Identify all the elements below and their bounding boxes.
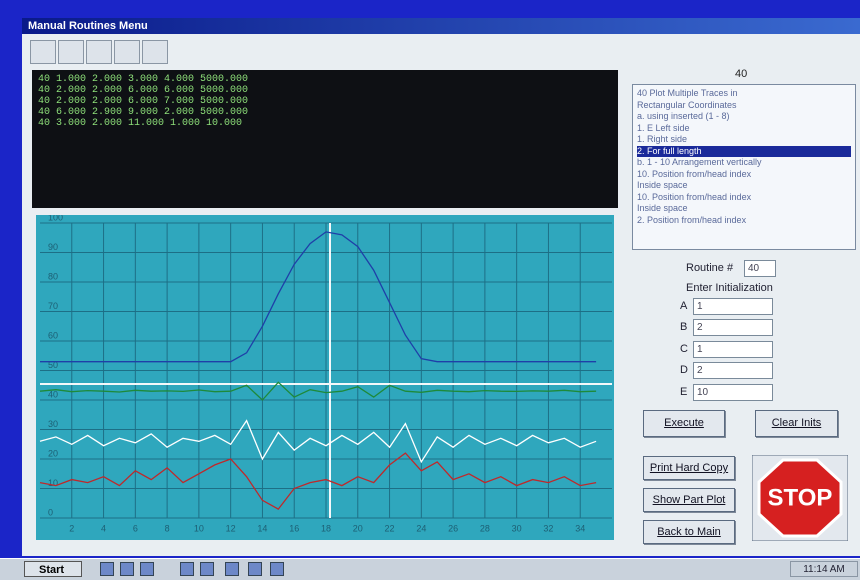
init-field[interactable]: 1 — [693, 298, 773, 315]
list-item[interactable]: Inside space — [637, 180, 851, 192]
start-button[interactable]: Start — [24, 561, 82, 577]
x-tick-label: 18 — [321, 523, 331, 533]
list-item[interactable]: 2. Position from/head index — [637, 215, 851, 227]
init-field[interactable]: 2 — [693, 362, 773, 379]
y-tick-label: 30 — [48, 419, 58, 429]
x-tick-label: 22 — [385, 523, 395, 533]
field-label: A — [680, 300, 687, 312]
x-tick-label: 16 — [289, 523, 299, 533]
taskbar-icon[interactable] — [180, 562, 194, 576]
console-line: 40 6.000 2.900 9.000 2.000 5000.000 — [38, 107, 612, 118]
y-tick-label: 0 — [48, 507, 53, 517]
list-item[interactable]: 40 Plot Multiple Traces in — [637, 88, 851, 100]
taskbar-icon[interactable] — [248, 562, 262, 576]
y-tick-label: 10 — [48, 478, 58, 488]
screen: Manual Routines Menu 40 1.000 2.000 3.00… — [0, 0, 860, 579]
x-tick-label: 4 — [101, 523, 106, 533]
x-tick-label: 12 — [226, 523, 236, 533]
init-heading: Enter Initialization — [686, 282, 773, 294]
x-tick-label: 32 — [543, 523, 553, 533]
clear-button[interactable]: Clear Inits — [755, 410, 838, 437]
routine-field[interactable]: 40 — [744, 260, 776, 277]
execute-button[interactable]: Execute — [643, 410, 725, 437]
console-line: 40 3.000 2.000 11.000 1.000 10.000 — [38, 118, 612, 129]
taskbar-icon[interactable] — [225, 562, 239, 576]
clock: 11:14 AM — [790, 561, 858, 577]
list-item[interactable]: 1. E Left side — [637, 123, 851, 135]
stop-label: STOP — [768, 484, 833, 511]
console-line: 40 2.000 2.000 6.000 6.000 5000.000 — [38, 85, 612, 96]
y-tick-label: 70 — [48, 301, 58, 311]
routine-label: Routine # — [686, 262, 733, 274]
x-tick-label: 6 — [133, 523, 138, 533]
x-tick-label: 24 — [416, 523, 426, 533]
taskbar-icon[interactable] — [140, 562, 154, 576]
init-field[interactable]: 2 — [693, 319, 773, 336]
init-field[interactable]: 10 — [693, 384, 773, 401]
x-tick-label: 20 — [353, 523, 363, 533]
toolbar — [30, 40, 170, 69]
taskbar-icon[interactable] — [100, 562, 114, 576]
show-button[interactable]: Show Part Plot — [643, 488, 735, 512]
field-label: B — [680, 321, 687, 333]
list-item[interactable]: a. using inserted (1 - 8) — [637, 111, 851, 123]
print-button[interactable] — [58, 40, 84, 64]
console-line: 40 2.000 2.000 6.000 7.000 5000.000 — [38, 96, 612, 107]
color-button[interactable] — [86, 40, 112, 64]
y-tick-label: 90 — [48, 242, 58, 252]
console-line: 40 1.000 2.000 3.000 4.000 5000.000 — [38, 74, 612, 85]
taskbar-icon[interactable] — [120, 562, 134, 576]
x-tick-label: 34 — [575, 523, 585, 533]
cut-button[interactable] — [114, 40, 140, 64]
list-item[interactable]: 10. Position from/head index — [637, 169, 851, 181]
x-tick-label: 8 — [165, 523, 170, 533]
print-button[interactable]: Print Hard Copy — [643, 456, 735, 480]
x-tick-label: 10 — [194, 523, 204, 533]
list-item[interactable]: b. 1 - 10 Arrangement vertically — [637, 157, 851, 169]
taskbar-icon[interactable] — [200, 562, 214, 576]
list-item[interactable]: 1. Right side — [637, 134, 851, 146]
y-tick-label: 20 — [48, 448, 58, 458]
field-label: E — [680, 386, 687, 398]
taskbar-icon[interactable] — [270, 562, 284, 576]
x-tick-label: 30 — [512, 523, 522, 533]
init-field[interactable]: 1 — [693, 341, 773, 358]
y-tick-label: 60 — [48, 330, 58, 340]
x-tick-label: 26 — [448, 523, 458, 533]
x-tick-label: 28 — [480, 523, 490, 533]
help-button[interactable] — [142, 40, 168, 64]
x-tick-label: 14 — [257, 523, 267, 533]
field-label: C — [680, 343, 688, 355]
list-item[interactable]: 2. For full length — [637, 146, 851, 158]
plot-background — [36, 215, 614, 540]
y-tick-label: 100 — [48, 215, 63, 222]
x-tick-label: 2 — [69, 523, 74, 533]
stop-button[interactable]: STOP — [752, 455, 848, 541]
new-button[interactable] — [30, 40, 56, 64]
list-item[interactable]: Rectangular Coordinates — [637, 100, 851, 112]
window-title: Manual Routines Menu — [22, 18, 860, 34]
list-item[interactable]: Inside space — [637, 203, 851, 215]
back-button[interactable]: Back to Main — [643, 520, 735, 544]
field-label: D — [680, 364, 688, 376]
list-item[interactable]: 10. Position from/head index — [637, 192, 851, 204]
y-tick-label: 80 — [48, 271, 58, 281]
list-heading: 40 — [735, 68, 747, 80]
